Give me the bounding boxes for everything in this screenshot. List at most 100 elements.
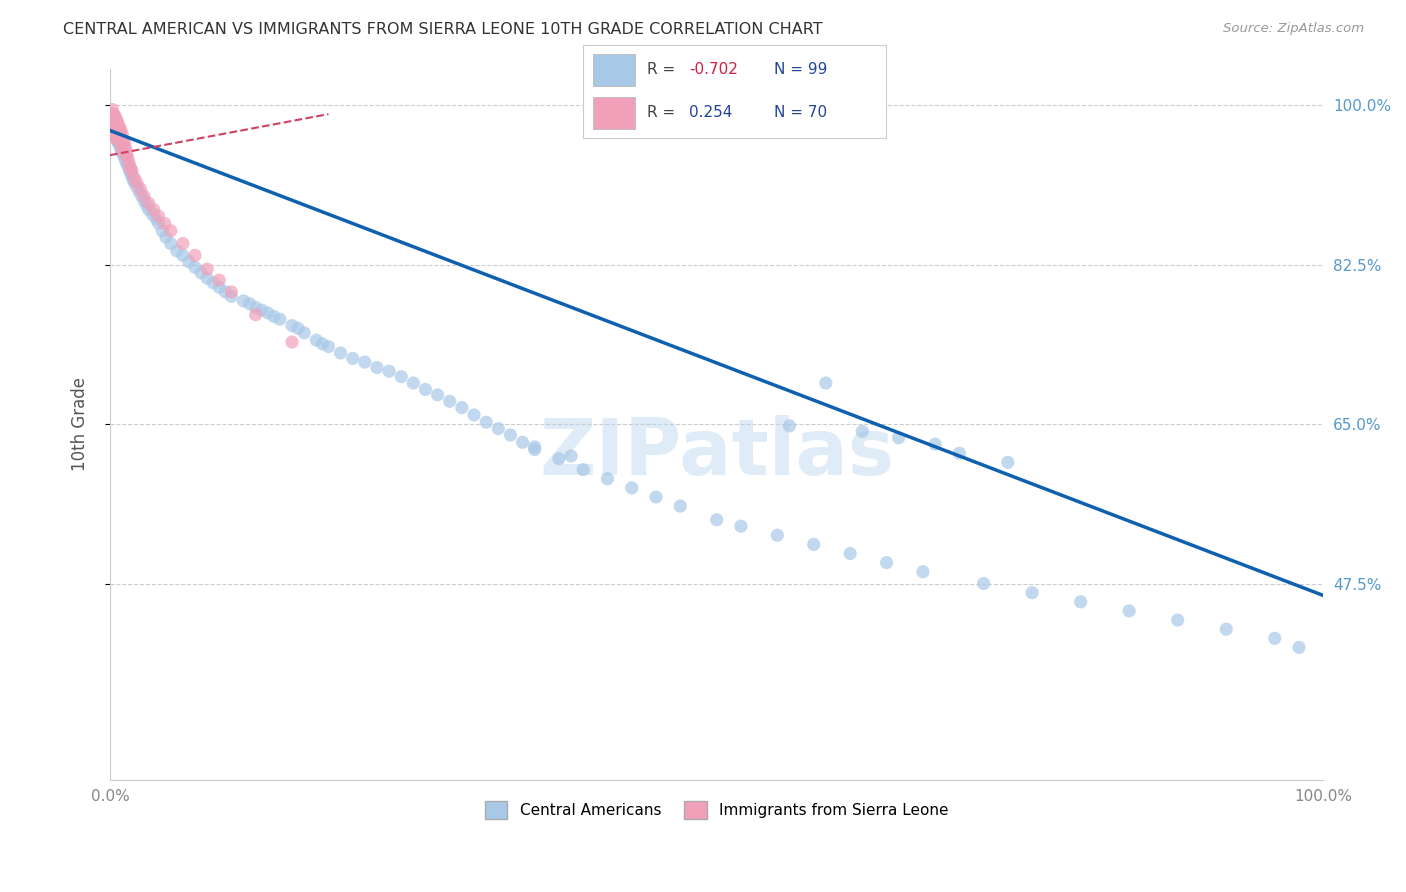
Point [100, 116, 122, 130]
Point [112, 139, 135, 153]
Point [839, 547, 862, 561]
Point [132, 194, 155, 208]
Point [105, 129, 128, 144]
Point [1264, 632, 1286, 646]
Point [499, 428, 522, 442]
Point [114, 151, 136, 165]
Point [948, 446, 970, 460]
Point [111, 145, 134, 160]
Point [103, 129, 125, 144]
Point [172, 248, 194, 262]
Point [548, 451, 571, 466]
Text: R =: R = [647, 62, 681, 78]
Point [451, 401, 474, 415]
Point [110, 129, 132, 144]
Point [110, 136, 132, 151]
Text: 0.254: 0.254 [689, 105, 733, 120]
Point [124, 170, 146, 185]
Point [560, 449, 582, 463]
Point [214, 285, 236, 299]
Point [125, 180, 148, 194]
Point [730, 519, 752, 533]
Point [120, 161, 142, 176]
Text: Source: ZipAtlas.com: Source: ZipAtlas.com [1223, 22, 1364, 36]
Point [105, 135, 128, 149]
Point [125, 176, 148, 190]
Point [115, 154, 138, 169]
Point [202, 276, 225, 290]
Point [110, 144, 132, 158]
Point [997, 455, 1019, 469]
Point [245, 301, 267, 315]
Point [104, 114, 127, 128]
Point [111, 142, 134, 156]
Text: ZIPatlas: ZIPatlas [538, 415, 894, 491]
Point [101, 103, 124, 117]
Point [269, 312, 291, 326]
Point [105, 120, 128, 135]
Point [117, 153, 139, 167]
Point [118, 163, 141, 178]
Point [292, 326, 315, 340]
Bar [592, 54, 636, 86]
Point [281, 318, 304, 333]
Point [145, 211, 167, 226]
Point [803, 537, 825, 551]
Point [426, 388, 449, 402]
Text: N = 99: N = 99 [773, 62, 827, 78]
Point [195, 271, 218, 285]
Point [104, 109, 127, 123]
Point [138, 202, 160, 217]
Point [876, 556, 898, 570]
Point [104, 127, 127, 141]
Point [101, 129, 124, 144]
Point [105, 125, 128, 139]
Point [100, 125, 122, 139]
Point [184, 248, 207, 262]
Point [263, 310, 285, 324]
Y-axis label: 10th Grade: 10th Grade [72, 377, 89, 471]
Point [112, 133, 135, 147]
Point [208, 280, 231, 294]
Point [523, 440, 546, 454]
Point [101, 112, 124, 126]
Point [184, 260, 207, 275]
Point [311, 336, 333, 351]
Point [250, 303, 273, 318]
Point [287, 321, 309, 335]
Point [318, 340, 340, 354]
Point [512, 435, 534, 450]
Point [111, 135, 134, 149]
Point [669, 499, 692, 513]
Point [486, 422, 509, 436]
Point [105, 116, 128, 130]
Point [107, 129, 129, 144]
Point [1021, 585, 1043, 599]
Point [101, 107, 124, 121]
Point [1215, 622, 1237, 636]
Point [523, 442, 546, 457]
Point [172, 236, 194, 251]
Point [135, 198, 157, 212]
Point [131, 189, 153, 203]
Bar [592, 97, 636, 129]
Point [155, 230, 177, 244]
Point [342, 351, 364, 366]
Point [596, 472, 619, 486]
Point [221, 289, 243, 303]
Point [105, 114, 128, 128]
Point [101, 125, 124, 139]
Point [108, 135, 131, 149]
Point [138, 196, 160, 211]
Point [100, 120, 122, 135]
Text: R =: R = [647, 105, 685, 120]
Point [105, 112, 128, 126]
Point [141, 207, 163, 221]
Point [114, 144, 136, 158]
Point [463, 408, 485, 422]
Point [122, 173, 145, 187]
Point [115, 148, 138, 162]
Point [132, 189, 155, 203]
Point [1167, 613, 1189, 627]
Point [572, 463, 595, 477]
